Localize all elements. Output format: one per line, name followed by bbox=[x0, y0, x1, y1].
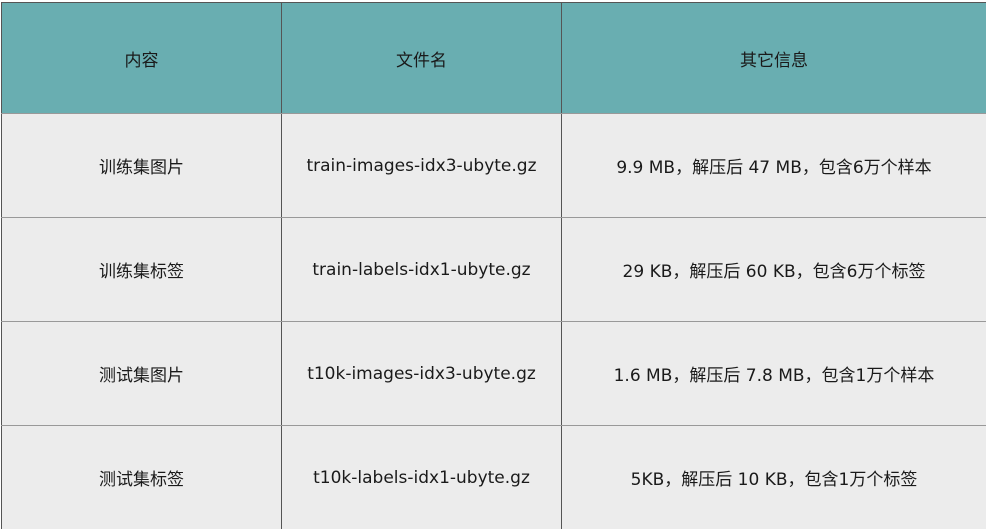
cell-filename: t10k-labels-idx1-ubyte.gz bbox=[281, 425, 562, 529]
cell-content: 训练集图片 bbox=[1, 113, 282, 218]
table-row: 训练集标签 train-labels-idx1-ubyte.gz 29 KB，解… bbox=[1, 217, 986, 322]
header-other-info: 其它信息 bbox=[561, 2, 986, 114]
header-row: 内容 文件名 其它信息 bbox=[1, 2, 986, 114]
cell-other-info: 9.9 MB，解压后 47 MB，包含6万个样本 bbox=[561, 113, 986, 218]
header-filename: 文件名 bbox=[281, 2, 562, 114]
header-content: 内容 bbox=[1, 2, 282, 114]
cell-content: 训练集标签 bbox=[1, 217, 282, 322]
cell-filename: train-labels-idx1-ubyte.gz bbox=[281, 217, 562, 322]
cell-content: 测试集图片 bbox=[1, 321, 282, 426]
table-row: 测试集标签 t10k-labels-idx1-ubyte.gz 5KB，解压后 … bbox=[1, 425, 986, 529]
table-row: 测试集图片 t10k-images-idx3-ubyte.gz 1.6 MB，解… bbox=[1, 321, 986, 426]
cell-other-info: 5KB，解压后 10 KB，包含1万个标签 bbox=[561, 425, 986, 529]
cell-filename: train-images-idx3-ubyte.gz bbox=[281, 113, 562, 218]
cell-other-info: 1.6 MB，解压后 7.8 MB，包含1万个样本 bbox=[561, 321, 986, 426]
cell-content: 测试集标签 bbox=[1, 425, 282, 529]
table-row: 训练集图片 train-images-idx3-ubyte.gz 9.9 MB，… bbox=[1, 113, 986, 218]
cell-filename: t10k-images-idx3-ubyte.gz bbox=[281, 321, 562, 426]
cell-other-info: 29 KB，解压后 60 KB，包含6万个标签 bbox=[561, 217, 986, 322]
